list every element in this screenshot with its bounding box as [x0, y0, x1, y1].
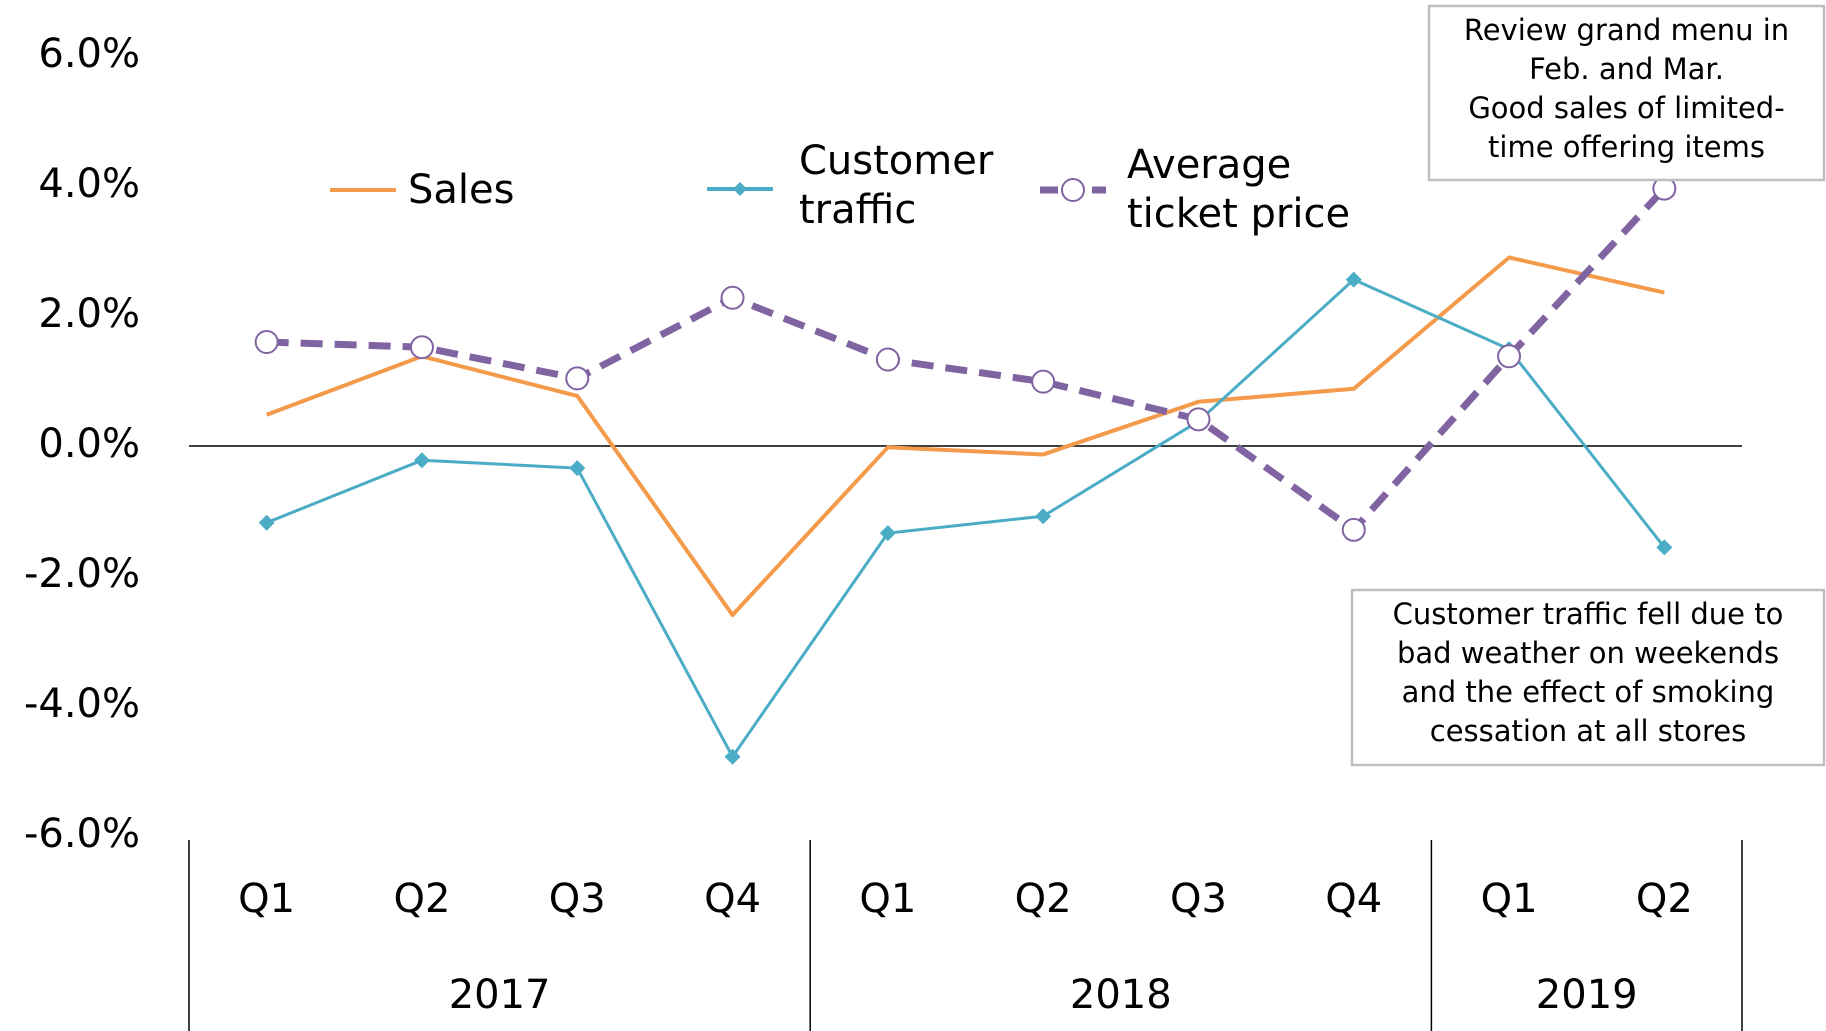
x-tick-label: Q3	[549, 876, 606, 922]
marker	[409, 335, 434, 360]
x-tick-label: Q2	[393, 876, 450, 922]
annotation-text: Customer traffic fell due to	[1393, 597, 1784, 631]
x-tick-label: Q2	[1636, 876, 1693, 922]
x-tick-label: Q4	[1325, 876, 1382, 922]
legend-marker	[1061, 178, 1085, 202]
x-tick-label: Q2	[1015, 876, 1072, 922]
marker	[724, 748, 741, 765]
marker	[1656, 539, 1673, 556]
annotation-text: and the effect of smoking	[1402, 675, 1775, 709]
marker	[258, 514, 275, 531]
annotation-text: bad weather on weekends	[1397, 636, 1779, 670]
legend-label: Sales	[408, 167, 515, 213]
marker	[1497, 344, 1522, 369]
marker	[565, 366, 590, 391]
marker	[254, 330, 279, 354]
x-tick-label: Q1	[859, 876, 916, 922]
marker	[569, 460, 586, 477]
annotation-box	[1427, 4, 1826, 182]
marker	[720, 285, 745, 310]
annotation-box	[1350, 588, 1826, 767]
x-group-label: 2017	[449, 972, 551, 1018]
annotation-text: Review grand menu in	[1464, 13, 1789, 47]
series-line	[266, 186, 1667, 534]
x-tick-label: Q1	[238, 876, 295, 922]
x-group-label: 2019	[1536, 972, 1638, 1018]
x-tick-label: Q3	[1170, 876, 1227, 922]
y-tick-label: 0.0%	[38, 421, 140, 467]
series-line	[266, 278, 1666, 759]
legend-marker	[733, 182, 747, 196]
x-group-label: 2018	[1070, 972, 1172, 1018]
legend-label: Average ticket price	[1127, 142, 1351, 237]
y-tick-label: 4.0%	[38, 161, 140, 207]
y-tick-label: 6.0%	[38, 31, 140, 77]
y-tick-label: -6.0%	[24, 811, 140, 857]
marker	[1341, 517, 1366, 542]
series-line	[265, 255, 1665, 617]
marker	[1031, 369, 1056, 394]
marker	[1186, 407, 1211, 432]
annotation-text: Good sales of limited-	[1468, 91, 1784, 125]
y-tick-label: -4.0%	[24, 681, 140, 727]
marker	[1345, 271, 1362, 288]
y-tick-label: -2.0%	[24, 551, 140, 597]
legend-label: Customer traffic	[799, 138, 994, 233]
marker	[1035, 508, 1052, 525]
annotation-text: cessation at all stores	[1430, 714, 1746, 748]
annotation-text: time offering items	[1488, 130, 1765, 164]
marker	[879, 525, 896, 542]
marker	[413, 452, 430, 469]
y-tick-label: 2.0%	[38, 291, 140, 337]
marker	[875, 347, 900, 372]
x-tick-label: Q1	[1481, 876, 1538, 922]
annotation-text: Feb. and Mar.	[1529, 52, 1724, 86]
x-tick-label: Q4	[704, 876, 761, 922]
